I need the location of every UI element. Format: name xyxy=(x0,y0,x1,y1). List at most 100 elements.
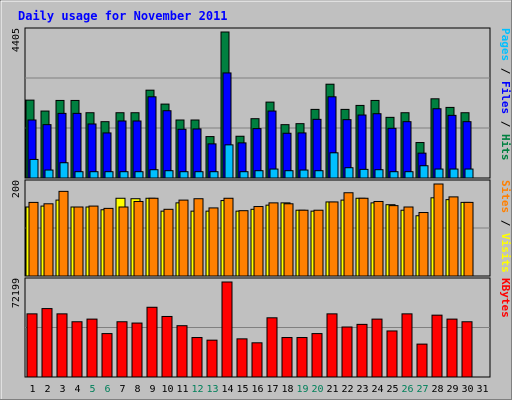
x-tick-day-26: 26 xyxy=(401,384,413,395)
bar-sites-day-26 xyxy=(403,206,414,277)
x-tick-day-10: 10 xyxy=(161,384,173,395)
bar-kbytes-day-15 xyxy=(236,338,248,378)
bar-files-day-12 xyxy=(192,128,202,179)
bar-sites-day-25 xyxy=(388,205,399,277)
bar-sites-day-20 xyxy=(313,209,324,277)
bar-pages-day-29 xyxy=(449,168,459,179)
bar-pages-day-15 xyxy=(239,171,249,179)
bar-files-day-25 xyxy=(387,127,397,179)
legend-kbytes: KBytes xyxy=(499,278,512,318)
bar-pages-day-4 xyxy=(74,171,84,179)
bar-pages-day-5 xyxy=(89,171,99,179)
bar-kbytes-day-6 xyxy=(101,333,113,378)
bar-pages-day-8 xyxy=(134,171,144,179)
panel-bars-hits-files-pages xyxy=(25,31,474,179)
bar-kbytes-day-18 xyxy=(281,337,293,378)
x-tick-day-18: 18 xyxy=(281,384,293,395)
legend-part: Visits xyxy=(499,233,512,273)
bar-kbytes-day-19 xyxy=(296,337,308,378)
bar-kbytes-day-2 xyxy=(41,308,53,378)
bar-sites-day-5 xyxy=(88,205,99,277)
bar-kbytes-day-23 xyxy=(356,323,368,378)
legend-sites-visits: Sites / Visits xyxy=(499,180,512,273)
x-tick-day-5: 5 xyxy=(89,384,95,395)
x-tick-day-24: 24 xyxy=(371,384,383,395)
bar-files-day-9 xyxy=(147,96,157,179)
bar-files-day-5 xyxy=(87,123,97,179)
bar-kbytes-day-22 xyxy=(341,326,353,378)
x-tick-day-15: 15 xyxy=(236,384,248,395)
bar-files-day-20 xyxy=(312,118,322,179)
bar-pages-day-28 xyxy=(434,168,444,179)
bar-files-day-28 xyxy=(432,108,442,179)
bar-files-day-23 xyxy=(357,114,367,179)
bar-sites-day-21 xyxy=(328,201,339,277)
x-tick-day-17: 17 xyxy=(266,384,278,395)
bar-kbytes-day-29 xyxy=(446,318,458,378)
bar-kbytes-day-24 xyxy=(371,318,383,378)
bar-pages-day-6 xyxy=(104,171,114,179)
x-tick-day-13: 13 xyxy=(206,384,218,395)
bar-kbytes-day-16 xyxy=(251,342,263,378)
bar-kbytes-day-30 xyxy=(461,321,473,378)
bar-sites-day-13 xyxy=(208,207,219,277)
scale-max-label: 4405 xyxy=(11,28,22,52)
bar-pages-day-3 xyxy=(59,162,69,179)
x-tick-day-27: 27 xyxy=(416,384,428,395)
legend-part: Pages xyxy=(499,28,512,61)
bar-kbytes-day-4 xyxy=(71,321,83,378)
bar-pages-day-17 xyxy=(269,168,279,179)
bar-files-day-17 xyxy=(267,110,277,179)
bar-kbytes-day-10 xyxy=(161,315,173,378)
bar-pages-day-2 xyxy=(44,169,54,179)
x-tick-day-4: 4 xyxy=(74,384,80,395)
bar-files-day-8 xyxy=(132,120,142,179)
bar-pages-day-13 xyxy=(209,171,219,179)
legend-part: / xyxy=(499,114,512,134)
bar-sites-day-6 xyxy=(103,207,114,277)
legend-part: KBytes xyxy=(499,278,512,318)
legend-part: Files xyxy=(499,81,512,114)
x-tick-day-28: 28 xyxy=(431,384,443,395)
bar-pages-day-20 xyxy=(314,170,324,179)
bar-files-day-4 xyxy=(72,112,82,179)
bar-sites-day-29 xyxy=(448,196,459,277)
bar-sites-day-16 xyxy=(253,206,264,277)
bar-sites-day-1 xyxy=(28,201,39,277)
x-tick-day-8: 8 xyxy=(134,384,140,395)
x-tick-day-19: 19 xyxy=(296,384,308,395)
x-axis-day-labels: 1 2 3 4 5 6 7 8 9 10 11 12 13 14 15 16 17 18 19 20 21 22 23 24 2… xyxy=(29,384,488,395)
bar-sites-day-12 xyxy=(193,198,204,277)
bar-sites-day-28 xyxy=(433,183,444,277)
bar-kbytes-day-8 xyxy=(131,322,143,378)
bar-kbytes-day-13 xyxy=(206,339,218,378)
bar-kbytes-day-1 xyxy=(26,313,38,378)
bar-kbytes-day-5 xyxy=(86,318,98,378)
bar-pages-day-11 xyxy=(179,171,189,179)
chart-title: Daily usage for November 2011 xyxy=(18,9,228,23)
legend-pages-files-hits: Pages / Files / Hits xyxy=(499,28,512,161)
bar-pages-day-14 xyxy=(224,144,234,179)
panel-bars-kbytes xyxy=(26,281,473,378)
bar-kbytes-day-21 xyxy=(326,313,338,378)
x-tick-day-22: 22 xyxy=(341,384,353,395)
x-tick-day-3: 3 xyxy=(59,384,65,395)
bar-kbytes-day-7 xyxy=(116,321,128,378)
legend-part: / xyxy=(499,61,512,81)
bar-pages-day-19 xyxy=(299,169,309,179)
bar-pages-day-1 xyxy=(29,158,39,179)
bar-files-day-26 xyxy=(402,121,412,179)
bar-pages-day-26 xyxy=(404,171,414,179)
legend-part: Sites xyxy=(499,180,512,213)
bar-kbytes-day-17 xyxy=(266,317,278,378)
x-tick-day-23: 23 xyxy=(356,384,368,395)
bar-sites-day-10 xyxy=(163,208,174,277)
bar-sites-day-7 xyxy=(118,206,129,277)
bar-sites-day-3 xyxy=(58,190,69,277)
bar-sites-day-14 xyxy=(223,197,234,277)
bar-files-day-7 xyxy=(117,120,127,179)
bar-sites-day-18 xyxy=(283,203,294,277)
bar-pages-day-18 xyxy=(284,170,294,179)
panel-bars-visits-sites xyxy=(25,183,474,277)
scale-max-label: 200 xyxy=(11,180,22,198)
